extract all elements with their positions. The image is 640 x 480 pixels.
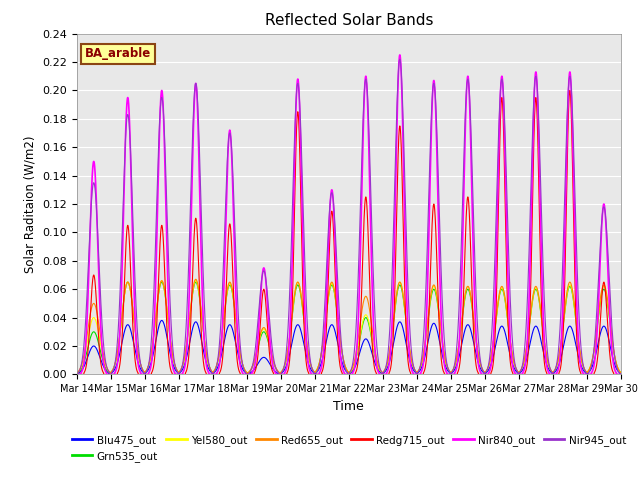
Nir840_out [369,304,377,310]
Grn535_out [539,327,547,333]
Red655_out [525,326,532,332]
Nir840_out [186,280,193,286]
Nir945_out [73,372,81,377]
Nir945_out [396,56,404,62]
Nir840_out [398,99,406,105]
Yel580_out [398,286,406,291]
Nir945_out [498,76,506,82]
Nir945_out [539,253,547,259]
Nir840_out [498,73,506,79]
Nir840_out [396,52,404,58]
Yel580_out [498,285,506,291]
Line: Nir945_out: Nir945_out [77,59,621,374]
Redg715_out [73,372,81,377]
Grn535_out [186,315,193,321]
Nir945_out [186,233,193,239]
Blu475_out [617,372,625,377]
Blu475_out [498,323,506,329]
Nir840_out [73,372,81,377]
Redg715_out [369,351,377,357]
Yel580_out [186,314,193,320]
Blu475_out [158,318,166,324]
Yel580_out [525,328,532,334]
Grn535_out [498,287,506,292]
Y-axis label: Solar Raditaion (W/m2): Solar Raditaion (W/m2) [24,135,36,273]
Nir840_out [617,372,625,377]
Nir945_out [525,261,532,266]
Yel580_out [617,370,625,375]
Yel580_out [158,278,166,284]
Line: Blu475_out: Blu475_out [77,321,621,374]
Grn535_out [73,372,81,377]
Nir840_out [525,307,532,312]
Line: Yel580_out: Yel580_out [77,281,621,374]
Red655_out [499,284,506,289]
Redg715_out [539,334,547,340]
Red655_out [539,326,547,332]
Redg715_out [566,87,573,93]
Redg715_out [617,372,625,377]
Yel580_out [369,341,377,347]
Blu475_out [186,339,193,345]
Yel580_out [539,326,547,332]
Line: Redg715_out: Redg715_out [77,90,621,374]
Redg715_out [525,344,532,349]
Yel580_out [73,372,81,377]
Grn535_out [525,329,532,335]
Grn535_out [124,279,132,285]
Blu475_out [73,372,81,377]
Line: Grn535_out: Grn535_out [77,282,621,374]
Legend: Blu475_out, Grn535_out, Yel580_out, Red655_out, Redg715_out, Nir840_out, Nir945_: Blu475_out, Grn535_out, Yel580_out, Red6… [67,431,630,466]
Blu475_out [525,347,532,353]
Line: Red655_out: Red655_out [77,279,621,374]
Nir840_out [539,300,547,306]
Blu475_out [539,346,547,352]
Redg715_out [398,169,406,175]
Grn535_out [369,343,377,348]
Red655_out [186,315,193,321]
Red655_out [369,333,377,339]
X-axis label: Time: Time [333,400,364,413]
Red655_out [617,370,625,375]
Line: Nir840_out: Nir840_out [77,55,621,374]
Redg715_out [498,95,506,100]
Nir945_out [617,372,625,377]
Blu475_out [398,323,406,328]
Red655_out [398,286,406,292]
Text: BA_arable: BA_arable [85,48,151,60]
Grn535_out [398,288,406,294]
Red655_out [192,276,200,282]
Redg715_out [186,342,193,348]
Title: Reflected Solar Bands: Reflected Solar Bands [264,13,433,28]
Red655_out [243,372,251,377]
Nir945_out [369,258,377,264]
Nir945_out [398,87,406,93]
Grn535_out [617,370,625,375]
Blu475_out [369,354,377,360]
Red655_out [73,370,81,376]
